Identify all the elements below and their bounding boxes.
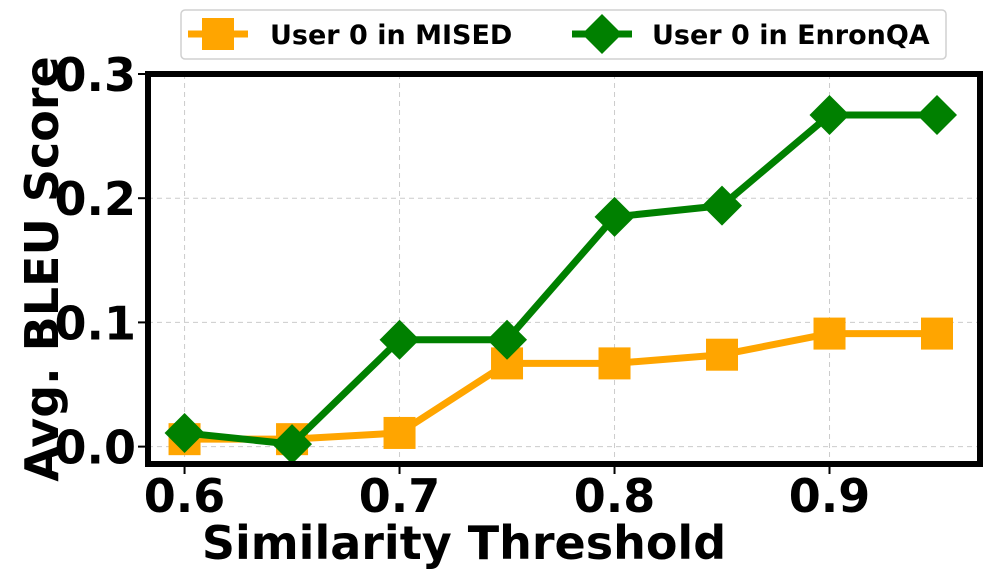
data-point — [809, 94, 850, 135]
legend-marker — [202, 18, 234, 50]
series-line — [184, 330, 938, 443]
series-diamond — [164, 94, 958, 465]
x-axis-ticks: 0.6 0.7 0.8 0.9 — [144, 467, 870, 523]
data-point — [487, 319, 528, 360]
data-point — [702, 185, 743, 226]
data-point — [921, 317, 954, 350]
legend-box — [180, 9, 947, 60]
data-point — [706, 338, 739, 371]
legend-label: User 0 in MISED — [270, 20, 512, 51]
y-axis-label: Avg. BLEU Score — [15, 56, 69, 481]
data-point — [598, 347, 631, 380]
x-tick-label: 0.6 — [144, 469, 226, 523]
data-point — [917, 94, 958, 135]
legend-marker — [582, 14, 622, 54]
y-tick-label: 0.1 — [55, 296, 137, 350]
x-tick-label: 0.8 — [574, 469, 656, 523]
x-axis-label: Similarity Threshold — [202, 516, 726, 570]
data-point — [379, 319, 420, 360]
y-tick-label: 0.3 — [55, 48, 137, 102]
plot-frame — [145, 71, 983, 467]
legend-label: User 0 in EnronQA — [652, 20, 930, 51]
data-point — [164, 412, 205, 453]
data-point — [383, 416, 416, 449]
y-tick-label: 0.2 — [55, 172, 137, 226]
series-layer — [164, 94, 958, 465]
legend: User 0 in MISED User 0 in EnronQA — [180, 9, 947, 60]
data-point — [272, 424, 313, 465]
grid — [148, 73, 980, 464]
series-line — [184, 111, 938, 448]
x-tick-label: 0.7 — [359, 469, 441, 523]
y-axis-ticks: 0.0 0.1 0.2 0.3 — [55, 48, 145, 475]
data-point — [813, 317, 846, 350]
data-point — [594, 196, 635, 237]
y-tick-label: 0.0 — [55, 421, 137, 475]
x-tick-label: 0.9 — [789, 469, 871, 523]
